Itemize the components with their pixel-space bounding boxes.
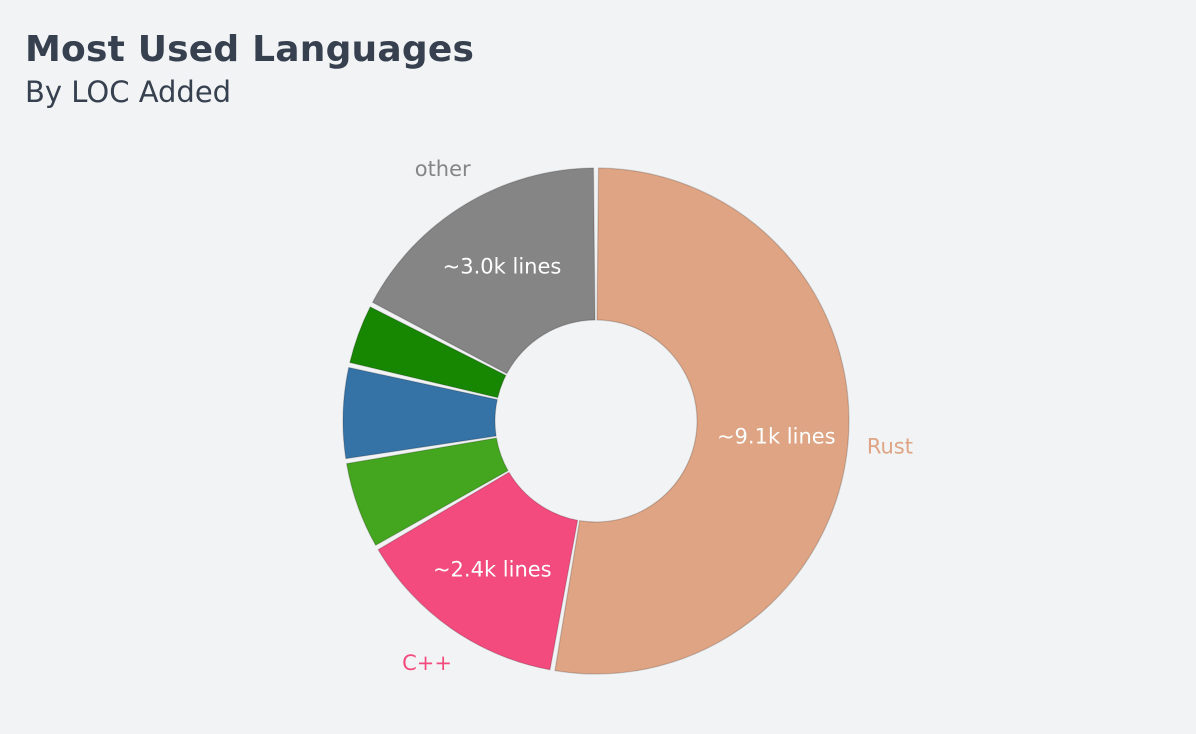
name-label-rust: Rust (867, 435, 913, 459)
value-label-cpp: ~2.4k lines (433, 557, 552, 581)
name-label-other: other (415, 157, 471, 181)
slice-rust[interactable] (554, 167, 850, 675)
chart-header: Most Used Languages By LOC Added (25, 28, 474, 110)
slice-slice-5[interactable] (349, 306, 507, 399)
name-label-cpp: C++ (402, 651, 452, 675)
donut-labels: ~9.1k lines Rust ~2.4k lines C++ ~3.0k lines… (402, 157, 913, 675)
value-label-other: ~3.0k lines (443, 254, 562, 278)
donut-slices (342, 167, 850, 675)
slice-slice-3[interactable] (346, 437, 509, 546)
slice-slice-4[interactable] (342, 366, 498, 460)
slice-cpp[interactable] (377, 471, 579, 671)
value-label-rust: ~9.1k lines (717, 425, 836, 449)
chart-title: Most Used Languages (25, 29, 475, 70)
chart-subtitle: By LOC Added (25, 75, 232, 110)
slice-other[interactable] (371, 167, 596, 375)
